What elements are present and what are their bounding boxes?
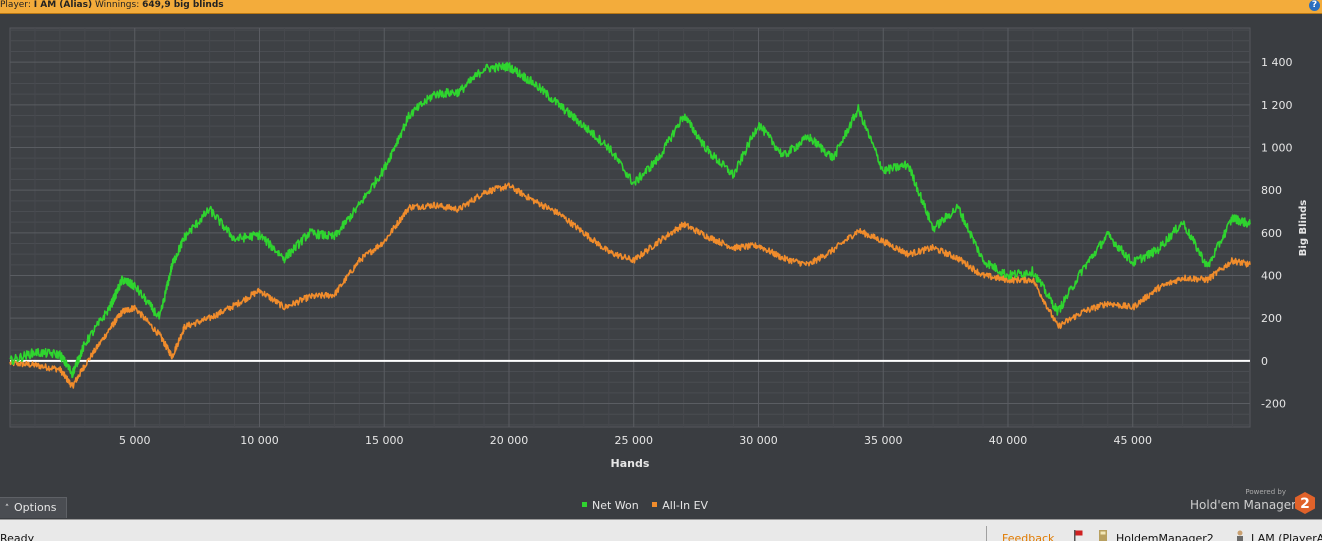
status-player-tab[interactable]: I AM (PlayerA (1251, 532, 1322, 541)
legend-item-net-won[interactable]: Net Won (582, 499, 639, 513)
chart-legend: Net Won All-In EV (582, 499, 718, 513)
x-tick-label: 30 000 (739, 434, 778, 447)
y-tick-label: 1 000 (1261, 141, 1293, 154)
powered-by-text: Powered by (1245, 488, 1286, 496)
x-tick-label: 45 000 (1113, 434, 1152, 447)
status-ready: Ready (0, 532, 35, 541)
legend-swatch-net-won (582, 502, 587, 507)
legend-item-all-in-ev[interactable]: All-In EV (652, 499, 708, 513)
player-label: Player: (0, 0, 31, 10)
status-app-name[interactable]: HoldemManager2 (1116, 532, 1214, 541)
legend-swatch-all-in-ev (652, 502, 658, 507)
logo-number: 2 (1300, 496, 1310, 512)
help-icon[interactable]: ? (1309, 0, 1320, 11)
y-tick-label: 600 (1261, 227, 1282, 240)
flag-icon[interactable] (1073, 530, 1083, 541)
header-bar: Player: I AM (Alias) Winnings: 649,9 big… (0, 0, 1322, 14)
player-name: I AM (Alias) (33, 0, 93, 10)
database-icon[interactable] (1098, 530, 1108, 541)
feedback-link[interactable]: Feedback (1002, 532, 1055, 541)
winnings-value: 649,9 big blinds (142, 0, 224, 10)
x-tick-label: 40 000 (989, 434, 1028, 447)
series-line-net-won (9, 61, 1251, 379)
x-axis-label: Hands (611, 457, 650, 470)
y-tick-label: 400 (1261, 270, 1282, 283)
graph-chart: 5 000 10 000 15 000 20 000 25 000 30 000 35 00… (9, 27, 1309, 470)
series-line-all-in-ev (9, 182, 1251, 389)
chevron-up-icon: ˄ (4, 504, 10, 514)
legend-label-all-in-ev: All-In EV (662, 499, 709, 512)
legend-label-net-won: Net Won (592, 499, 639, 512)
y-axis-label: Big Blinds (1298, 200, 1309, 256)
options-label: Options (14, 501, 57, 514)
series-lines (9, 61, 1251, 389)
x-tick-label: 35 000 (864, 434, 903, 447)
status-divider (986, 526, 987, 541)
x-tick-label: 10 000 (240, 434, 279, 447)
y-tick-label: 1 200 (1261, 99, 1293, 112)
y-tick-label: -200 (1261, 398, 1286, 411)
y-axis-ticks: -200 0 200 400 600 800 1 000 1 200 1 400 (1261, 56, 1293, 410)
product-name: Hold'em Manager (1190, 498, 1297, 512)
y-tick-label: 200 (1261, 312, 1282, 325)
y-tick-label: 800 (1261, 184, 1282, 197)
status-bar: Ready Feedback HoldemManager2 I AM (Play… (0, 519, 1322, 541)
x-tick-label: 25 000 (614, 434, 653, 447)
hm2-logo-icon: 2 (1295, 492, 1315, 514)
x-tick-label: 15 000 (365, 434, 404, 447)
y-tick-label: 0 (1261, 355, 1268, 368)
x-tick-label: 20 000 (490, 434, 529, 447)
winnings-label: Winnings: (94, 0, 140, 10)
branding: Powered by Hold'em Manager 2 (1190, 488, 1316, 516)
x-tick-label: 5 000 (119, 434, 151, 447)
options-button[interactable]: ˄ Options (0, 497, 67, 518)
player-icon[interactable] (1235, 530, 1245, 541)
x-axis-ticks: 5 000 10 000 15 000 20 000 25 000 30 000 35 00… (119, 434, 1152, 447)
y-tick-label: 1 400 (1261, 56, 1293, 69)
